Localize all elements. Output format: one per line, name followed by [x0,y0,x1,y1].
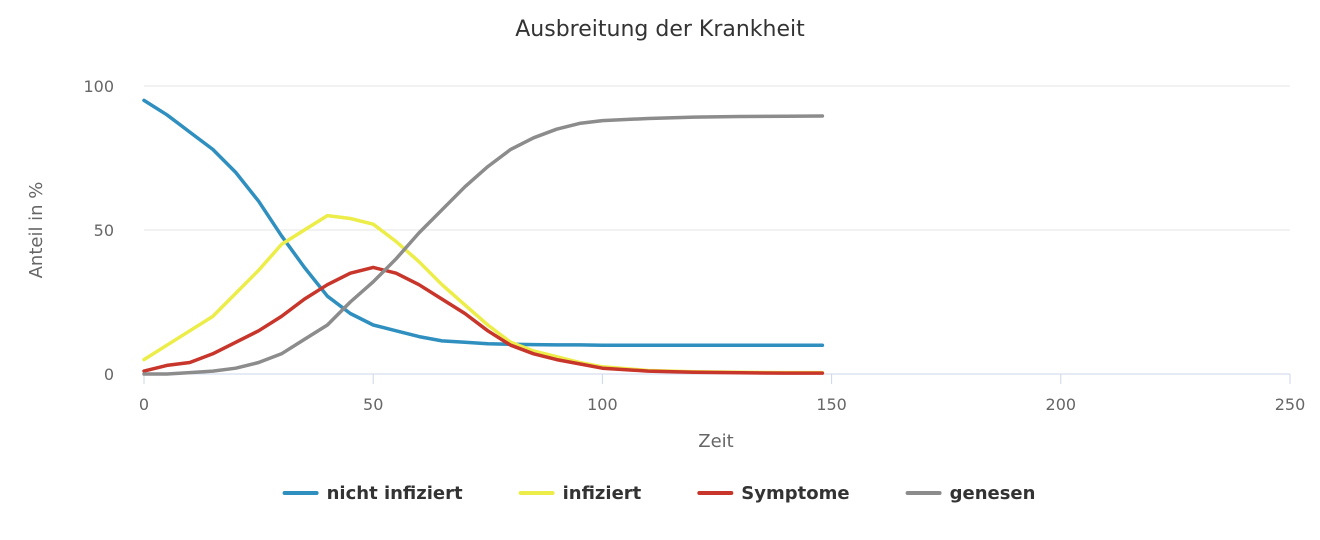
chart-title: Ausbreitung der Krankheit [515,17,805,42]
x-tick-label: 100 [587,395,618,414]
series-line-3 [142,114,825,376]
legend-item-2[interactable]: Symptome [697,483,850,504]
legend-item-3[interactable]: genesen [905,483,1036,504]
legend-item-1[interactable]: infiziert [518,483,642,504]
legend: nicht infiziert infiziert Symptome genesen [282,483,1036,504]
legend-label: Symptome [741,483,849,504]
y-tick-label: 100 [83,77,114,96]
x-tick-label: 200 [1046,395,1077,414]
series-line-2 [142,265,825,375]
y-tick-label: 50 [94,221,114,240]
legend-label: infiziert [563,483,642,504]
y-axis-ticks: 0 50 100 [83,77,114,384]
legend-label: genesen [950,483,1036,504]
x-tick-label: 50 [363,395,383,414]
x-tick-label: 150 [816,395,847,414]
legend-label: nicht infiziert [327,483,463,504]
x-axis-ticks: 0 50 100 150 200 250 [139,374,1305,414]
series-line-0 [142,98,825,347]
x-axis-label: Zeit [698,431,733,452]
x-tick-label: 250 [1275,395,1306,414]
series-layer [142,98,825,376]
legend-item-0[interactable]: nicht infiziert [282,483,463,504]
y-tick-label: 0 [104,365,114,384]
series-line-1 [142,213,825,375]
grid [144,85,1290,231]
y-axis-label: Anteil in % [26,182,47,279]
x-tick-label: 0 [139,395,149,414]
